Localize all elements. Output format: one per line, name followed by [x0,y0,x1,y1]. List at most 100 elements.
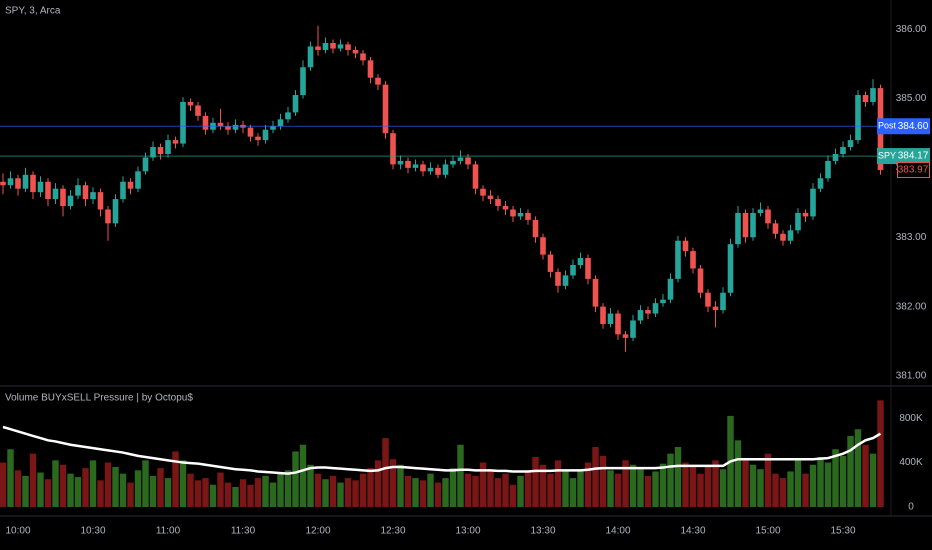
candle-body [165,140,171,154]
volume-bar [202,478,209,507]
volume-bar [659,463,667,507]
x-tick-label: 13:30 [530,526,555,537]
price-tag-name-box [877,148,897,165]
x-tick-label: 10:30 [80,526,105,537]
candle-body [75,185,81,196]
volume-bar [119,473,127,507]
price-tag-box [897,118,930,135]
candle-body [345,44,351,50]
volume-bar [337,482,344,507]
volume-bar [487,471,494,507]
volume-bar [599,455,607,507]
volume-bar [562,471,569,507]
candle-body [727,244,734,293]
volume-bar [307,464,314,507]
volume-bar [682,462,689,507]
volume-bar [502,473,509,507]
candle-body [457,157,464,161]
candle-body [390,133,396,165]
volume-bar [52,460,59,507]
candle-body [735,212,741,245]
candle-body [757,209,764,213]
candle-body [487,195,494,200]
volume-bar [29,453,37,507]
y-tick-label: 382.00 [896,301,927,312]
candle-body [307,46,314,68]
candle-body [180,101,186,144]
volume-bar [14,470,22,507]
volume-bar [67,473,74,507]
candle-body [667,278,674,300]
x-tick-label: 15:00 [755,526,780,537]
volume-bar [247,484,254,507]
volume-bar [254,478,262,507]
volume-bar [397,464,404,507]
volume-bar [869,453,877,507]
volume-bar [44,479,52,507]
candle-body [645,310,651,314]
candle-body [135,171,141,189]
volume-bar [344,478,352,507]
candle-body [472,164,479,189]
last-price-box [897,161,930,178]
volume-bar [532,457,539,507]
candle-body [532,219,539,238]
volume-bar [704,467,712,507]
candle-body [787,230,794,241]
candle-body [742,212,749,238]
y-tick-label: 381.00 [896,371,927,382]
volume-bar [592,447,599,507]
candle-body [82,185,89,200]
candle-body [450,160,456,165]
volume-bar [697,473,704,507]
volume-bar [89,460,97,507]
volume-bar [299,444,307,507]
volume-bar [112,467,119,507]
candle-body [0,181,6,186]
volume-bar [757,469,764,507]
volume-bar [577,469,584,507]
candle-body [375,77,381,85]
candle-body [772,223,779,234]
candle-body [555,271,561,286]
volume-bar [427,473,434,507]
volume-bar [172,451,179,507]
candle-body [795,212,801,231]
volume-bar [389,459,397,507]
volume-bar [524,470,532,507]
y-tick-label: 383.00 [896,232,927,243]
candle-body [90,192,96,200]
candle-body [682,240,689,252]
candle-body [157,147,164,154]
candle-body [615,313,621,335]
candle-body [442,164,449,175]
candle-body [630,320,636,338]
price-tag-name: Post [878,121,897,131]
volume-bar [419,480,427,507]
candle-body [22,174,29,189]
volume-bar [262,475,269,507]
volume-bar [359,473,367,507]
y-tick-label: 0 [908,502,914,513]
volume-bar [832,449,839,507]
price-tag-value: 384.60 [898,121,929,132]
volume-bar [0,462,7,507]
candle-body [660,299,666,304]
x-tick-label: 14:30 [680,526,705,537]
candle-body [202,115,209,130]
x-tick-label: 10:00 [5,526,30,537]
candle-body [30,174,36,193]
candle-body [285,112,291,120]
volume-bar [569,478,577,507]
candle-body [45,181,51,200]
y-tick-label: 800K [899,413,923,424]
candle-body [705,292,711,307]
candle-body [382,84,389,134]
price-tag-name-box [877,118,897,135]
candle-body [847,140,854,148]
x-tick-label: 14:00 [605,526,630,537]
candle-body [15,178,21,189]
candle-body [352,49,359,54]
volume-bar [224,482,232,507]
